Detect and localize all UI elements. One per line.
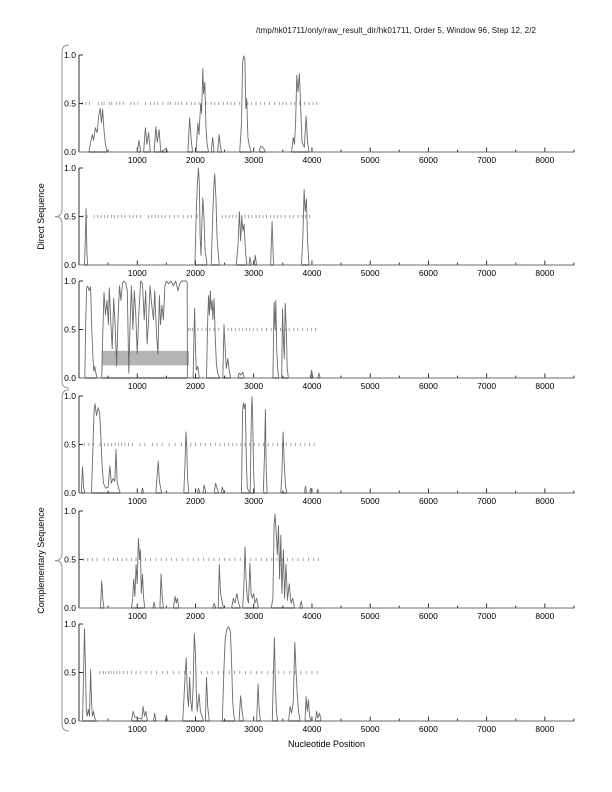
x-tick-label: 7000 bbox=[477, 381, 496, 391]
x-tick-label: 8000 bbox=[535, 611, 554, 621]
codon-markers bbox=[82, 214, 311, 219]
x-tick-label: 2000 bbox=[186, 496, 205, 506]
y-tick-label: 0.5 bbox=[64, 555, 76, 565]
x-tick-label: 5000 bbox=[361, 155, 380, 165]
x-tick-label: 4000 bbox=[302, 155, 321, 165]
y-tick-label: 0.0 bbox=[64, 373, 76, 383]
predicted-region-box bbox=[101, 350, 190, 366]
y-tick-label: 0.0 bbox=[64, 603, 76, 613]
x-tick-label: 3000 bbox=[244, 611, 263, 621]
y-tick-label: 1.0 bbox=[64, 506, 76, 516]
x-tick-label: 2000 bbox=[186, 155, 205, 165]
y-tick-label: 0.5 bbox=[64, 440, 76, 450]
y-tick-label: 1.0 bbox=[64, 50, 76, 60]
panel-direct-frame-1: 0.0 0.5 1.0 1000 2000 3000 4000 5000 6000 7000 800… bbox=[64, 50, 575, 165]
axes bbox=[78, 510, 575, 609]
x-tick-label: 7000 bbox=[477, 155, 496, 165]
x-tick-label: 5000 bbox=[361, 381, 380, 391]
axes bbox=[78, 167, 575, 266]
x-tick-label: 6000 bbox=[419, 496, 438, 506]
axes bbox=[78, 395, 575, 494]
x-tick-label: 5000 bbox=[361, 724, 380, 734]
plot-title: /tmp/hk01711/only/raw_result_dir/hk01711… bbox=[255, 26, 537, 35]
coding-probability-curve bbox=[79, 626, 574, 722]
x-tick-label: 3000 bbox=[244, 268, 263, 278]
x-tick-label: 2000 bbox=[186, 611, 205, 621]
x-tick-label: 2000 bbox=[186, 724, 205, 734]
axes bbox=[78, 623, 575, 722]
coding-probability-curve bbox=[79, 513, 574, 609]
panel-direct-frame-3: 0.0 0.5 1.0 1000 2000 3000 4000 5000 6000 7000 800… bbox=[64, 276, 575, 391]
y-tick-label: 0.0 bbox=[64, 488, 76, 498]
panel-direct-frame-2: 0.0 0.5 1.0 1000 2000 3000 4000 5000 6000 7000 800… bbox=[64, 163, 575, 278]
y-tick-label: 0.5 bbox=[64, 212, 76, 222]
group-label-direct: Direct Sequence bbox=[36, 183, 46, 250]
y-tick-label: 0.0 bbox=[64, 716, 76, 726]
x-tick-label: 2000 bbox=[186, 381, 205, 391]
x-tick-label: 8000 bbox=[535, 496, 554, 506]
group-label-complementary: Complementary Sequence bbox=[36, 507, 46, 614]
x-tick-label: 1000 bbox=[128, 611, 147, 621]
x-tick-label: 6000 bbox=[419, 611, 438, 621]
x-tick-label: 8000 bbox=[535, 155, 554, 165]
x-tick-label: 5000 bbox=[361, 268, 380, 278]
x-tick-label: 1000 bbox=[128, 381, 147, 391]
y-tick-label: 1.0 bbox=[64, 276, 76, 286]
y-tick-label: 0.0 bbox=[64, 260, 76, 270]
x-tick-label: 7000 bbox=[477, 724, 496, 734]
x-tick-label: 4000 bbox=[302, 611, 321, 621]
x-axis-label: Nucleotide Position bbox=[288, 739, 365, 749]
x-tick-label: 6000 bbox=[419, 381, 438, 391]
axes bbox=[78, 54, 575, 153]
y-tick-label: 0.0 bbox=[64, 147, 76, 157]
y-tick-label: 1.0 bbox=[64, 619, 76, 629]
x-tick-label: 4000 bbox=[302, 724, 321, 734]
coding-probability-curve bbox=[79, 280, 574, 379]
x-tick-label: 3000 bbox=[244, 496, 263, 506]
y-tick-label: 1.0 bbox=[64, 163, 76, 173]
x-tick-label: 1000 bbox=[128, 268, 147, 278]
x-tick-label: 8000 bbox=[535, 381, 554, 391]
x-tick-label: 7000 bbox=[477, 268, 496, 278]
x-tick-label: 8000 bbox=[535, 724, 554, 734]
panel-complementary-frame-2: 0.0 0.5 1.0 1000 2000 3000 4000 5000 6000 7000 800… bbox=[64, 506, 575, 621]
panel-complementary-frame-1: 0.0 0.5 1.0 1000 2000 3000 4000 5000 6000 7000 800… bbox=[64, 391, 575, 506]
x-tick-label: 4000 bbox=[302, 381, 321, 391]
coding-probability-curve bbox=[79, 55, 574, 153]
x-tick-label: 5000 bbox=[361, 496, 380, 506]
group-brace bbox=[54, 389, 70, 732]
y-tick-label: 1.0 bbox=[64, 391, 76, 401]
coding-probability-curve bbox=[79, 167, 574, 266]
coding-probability-curve bbox=[79, 396, 574, 494]
codon-markers bbox=[99, 670, 318, 675]
x-tick-label: 5000 bbox=[361, 611, 380, 621]
x-tick-label: 7000 bbox=[477, 496, 496, 506]
x-tick-label: 7000 bbox=[477, 611, 496, 621]
codon-markers bbox=[83, 442, 315, 447]
group-brace bbox=[54, 44, 70, 389]
x-tick-label: 6000 bbox=[419, 268, 438, 278]
x-tick-label: 3000 bbox=[244, 381, 263, 391]
y-tick-label: 0.5 bbox=[64, 668, 76, 678]
x-tick-label: 8000 bbox=[535, 268, 554, 278]
panel-complementary-frame-3: 0.0 0.5 1.0 1000 2000 3000 4000 5000 6000 7000 800… bbox=[64, 619, 575, 734]
x-tick-label: 1000 bbox=[128, 155, 147, 165]
x-tick-label: 6000 bbox=[419, 155, 438, 165]
x-tick-label: 3000 bbox=[244, 155, 263, 165]
x-tick-label: 4000 bbox=[302, 268, 321, 278]
x-tick-label: 1000 bbox=[128, 724, 147, 734]
x-tick-label: 4000 bbox=[302, 496, 321, 506]
codon-markers bbox=[82, 101, 318, 106]
y-tick-label: 0.5 bbox=[64, 325, 76, 335]
x-tick-label: 3000 bbox=[244, 724, 263, 734]
x-tick-label: 2000 bbox=[186, 268, 205, 278]
x-tick-label: 1000 bbox=[128, 496, 147, 506]
x-tick-label: 6000 bbox=[419, 724, 438, 734]
y-tick-label: 0.5 bbox=[64, 99, 76, 109]
